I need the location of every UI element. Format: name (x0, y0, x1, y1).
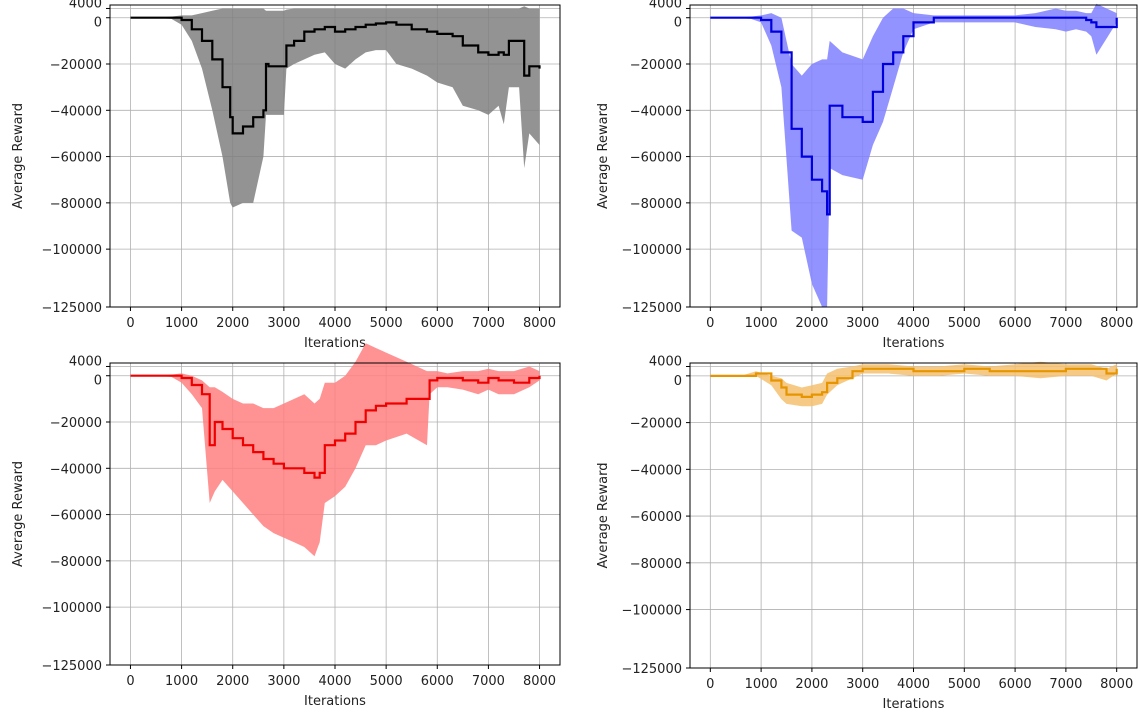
chart-top-right: 0 1000 2000 3000 4000 5000 6000 7000 8000 4000 0 −2… (596, 0, 1138, 351)
variance-band (710, 3, 1117, 308)
x-tick-label: 6000 (999, 316, 1032, 331)
y-tick-label: −125000 (41, 301, 102, 316)
x-tick-label: 5000 (370, 316, 403, 331)
y-tick-label: 0 (94, 16, 102, 31)
x-tick-label: 1000 (165, 316, 198, 331)
x-tick-label: 6000 (421, 674, 454, 689)
x-tick-label: 0 (706, 316, 714, 331)
x-tick-label: 2000 (795, 677, 828, 692)
y-axis-label: Average Reward (11, 461, 26, 567)
y-tick-label: −125000 (41, 659, 102, 674)
y-tick-label: −80000 (630, 557, 682, 572)
x-tick-label: 7000 (1049, 316, 1082, 331)
x-tick-label: 3000 (267, 316, 300, 331)
y-tick-label: −40000 (50, 462, 102, 477)
y-tick-label: 4000 (69, 0, 102, 11)
x-tick-label: 1000 (745, 316, 778, 331)
x-tick-label: 3000 (267, 674, 300, 689)
x-axis-label: Iterations (883, 336, 945, 351)
y-tick-label: −40000 (50, 104, 102, 119)
x-tick-label: 3000 (846, 677, 879, 692)
y-axis-label: Average Reward (596, 463, 611, 569)
x-tick-label: 2000 (216, 674, 249, 689)
chart-bottom-left: 0 1000 2000 3000 4000 5000 6000 7000 8000 4000 0 −2… (11, 343, 561, 709)
x-tick-label: 3000 (846, 316, 879, 331)
y-tick-label: 4000 (649, 0, 682, 11)
y-tick-label: −40000 (630, 463, 682, 478)
y-tick-label: −60000 (50, 151, 102, 166)
x-axis-label: Iterations (883, 697, 945, 712)
y-tick-label: −80000 (50, 197, 102, 212)
x-tick-label: 4000 (897, 316, 930, 331)
x-tick-label: 2000 (795, 316, 828, 331)
x-tick-label: 6000 (999, 677, 1032, 692)
x-tick-label: 0 (126, 674, 134, 689)
y-axis-label: Average Reward (11, 103, 26, 209)
mean-reward-line (130, 374, 541, 479)
y-tick-label: 0 (674, 374, 682, 389)
x-tick-label: 4000 (318, 316, 351, 331)
variance-band (130, 343, 540, 557)
y-tick-label: −100000 (41, 601, 102, 616)
x-tick-label: 5000 (948, 316, 981, 331)
y-tick-label: −100000 (41, 243, 102, 258)
x-tick-label: 8000 (1100, 677, 1133, 692)
y-tick-label: −80000 (50, 555, 102, 570)
y-tick-label: −100000 (621, 604, 682, 619)
y-tick-label: −80000 (630, 197, 682, 212)
x-tick-label: 0 (706, 677, 714, 692)
x-tick-label: 5000 (948, 677, 981, 692)
x-tick-label: 7000 (472, 316, 505, 331)
y-tick-label: −20000 (50, 58, 102, 73)
x-tick-label: 7000 (472, 674, 505, 689)
y-tick-label: −125000 (621, 662, 682, 677)
x-tick-label: 1000 (165, 674, 198, 689)
x-tick-label: 7000 (1049, 677, 1082, 692)
mean-reward-line (710, 367, 1118, 398)
y-axis-label: Average Reward (596, 103, 611, 209)
mean-reward-line (710, 16, 1118, 216)
y-tick-label: 4000 (649, 355, 682, 370)
x-tick-label: 4000 (897, 677, 930, 692)
x-axis-label: Iterations (304, 694, 366, 709)
y-tick-label: 0 (94, 374, 102, 389)
x-tick-label: 0 (126, 316, 134, 331)
variance-band (130, 6, 540, 208)
y-tick-label: −60000 (50, 509, 102, 524)
y-tick-label: −125000 (621, 301, 682, 316)
y-tick-label: −60000 (630, 151, 682, 166)
y-tick-label: −20000 (50, 416, 102, 431)
y-tick-label: 4000 (69, 354, 102, 369)
x-tick-label: 6000 (421, 316, 454, 331)
chart-top-left: 0 1000 2000 3000 4000 5000 6000 7000 8000 4000 0 −2… (11, 0, 561, 351)
y-tick-label: −100000 (621, 243, 682, 258)
y-tick-label: −20000 (630, 58, 682, 73)
chart-bottom-right: 0 1000 2000 3000 4000 5000 6000 7000 8000 4000 0 −2… (596, 355, 1138, 712)
x-axis-label: Iterations (304, 336, 366, 351)
y-tick-label: −40000 (630, 104, 682, 119)
x-tick-label: 4000 (318, 674, 351, 689)
x-tick-label: 8000 (1100, 316, 1133, 331)
x-tick-label: 5000 (370, 674, 403, 689)
x-tick-label: 8000 (523, 674, 556, 689)
y-tick-label: 0 (674, 16, 682, 31)
y-tick-label: −60000 (630, 510, 682, 525)
y-tick-label: −20000 (630, 417, 682, 432)
x-tick-label: 1000 (745, 677, 778, 692)
x-tick-label: 8000 (523, 316, 556, 331)
mean-reward-line (130, 16, 541, 135)
x-tick-label: 2000 (216, 316, 249, 331)
